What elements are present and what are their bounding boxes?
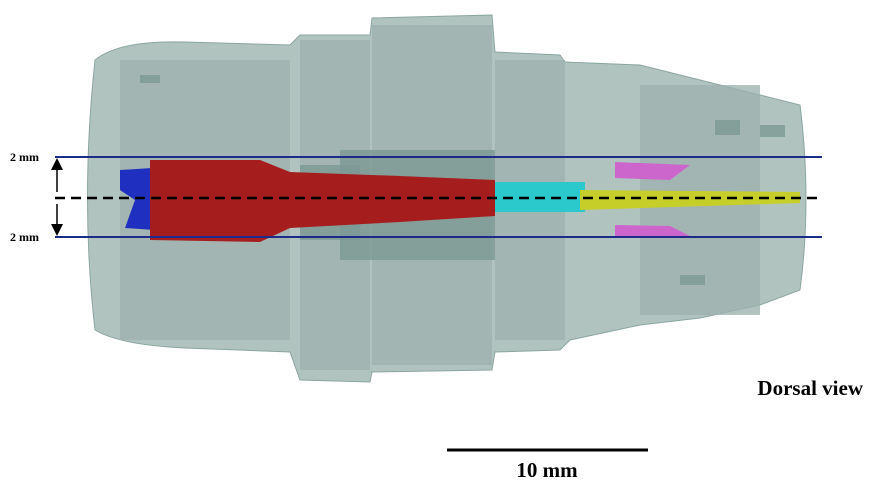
scale-bar-label: 10 mm xyxy=(516,458,578,482)
top-marker-label: 2 mm xyxy=(10,150,39,164)
bottom-marker-label: 2 mm xyxy=(10,230,39,244)
view-label: Dorsal view xyxy=(757,376,863,400)
figure: 2 mm 2 mm Dorsal view 10 mm xyxy=(0,0,869,485)
